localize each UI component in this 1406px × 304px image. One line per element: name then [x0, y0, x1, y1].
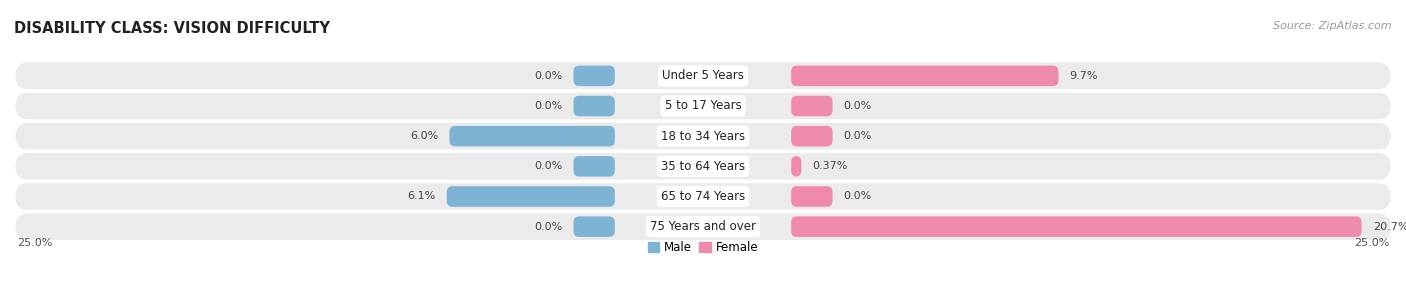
Text: 9.7%: 9.7%	[1070, 71, 1098, 81]
FancyBboxPatch shape	[792, 66, 1059, 86]
FancyBboxPatch shape	[574, 96, 614, 116]
Text: 0.0%: 0.0%	[844, 192, 872, 202]
Text: 20.7%: 20.7%	[1372, 222, 1406, 232]
Text: 0.0%: 0.0%	[844, 131, 872, 141]
Text: DISABILITY CLASS: VISION DIFFICULTY: DISABILITY CLASS: VISION DIFFICULTY	[14, 21, 330, 36]
FancyBboxPatch shape	[15, 183, 1391, 210]
FancyBboxPatch shape	[574, 66, 614, 86]
FancyBboxPatch shape	[792, 186, 832, 207]
Text: 6.0%: 6.0%	[411, 131, 439, 141]
Text: 0.0%: 0.0%	[534, 222, 562, 232]
Text: 0.0%: 0.0%	[534, 71, 562, 81]
FancyBboxPatch shape	[15, 63, 1391, 89]
FancyBboxPatch shape	[15, 213, 1391, 240]
FancyBboxPatch shape	[792, 96, 832, 116]
Text: 25.0%: 25.0%	[17, 238, 52, 248]
Text: 75 Years and over: 75 Years and over	[650, 220, 756, 233]
Legend: Male, Female: Male, Female	[643, 237, 763, 259]
Text: 25.0%: 25.0%	[1354, 238, 1389, 248]
Text: Under 5 Years: Under 5 Years	[662, 69, 744, 82]
Text: 35 to 64 Years: 35 to 64 Years	[661, 160, 745, 173]
FancyBboxPatch shape	[15, 123, 1391, 150]
Text: 18 to 34 Years: 18 to 34 Years	[661, 130, 745, 143]
Text: 0.0%: 0.0%	[534, 101, 562, 111]
FancyBboxPatch shape	[574, 216, 614, 237]
Text: 0.0%: 0.0%	[534, 161, 562, 171]
Text: 65 to 74 Years: 65 to 74 Years	[661, 190, 745, 203]
Text: 0.0%: 0.0%	[844, 101, 872, 111]
FancyBboxPatch shape	[15, 93, 1391, 119]
FancyBboxPatch shape	[574, 156, 614, 177]
FancyBboxPatch shape	[15, 153, 1391, 180]
FancyBboxPatch shape	[792, 126, 832, 147]
Text: 5 to 17 Years: 5 to 17 Years	[665, 99, 741, 112]
FancyBboxPatch shape	[792, 216, 1361, 237]
FancyBboxPatch shape	[447, 186, 614, 207]
FancyBboxPatch shape	[450, 126, 614, 147]
FancyBboxPatch shape	[792, 156, 801, 177]
Text: 0.37%: 0.37%	[813, 161, 848, 171]
Text: Source: ZipAtlas.com: Source: ZipAtlas.com	[1274, 21, 1392, 31]
Text: 6.1%: 6.1%	[408, 192, 436, 202]
